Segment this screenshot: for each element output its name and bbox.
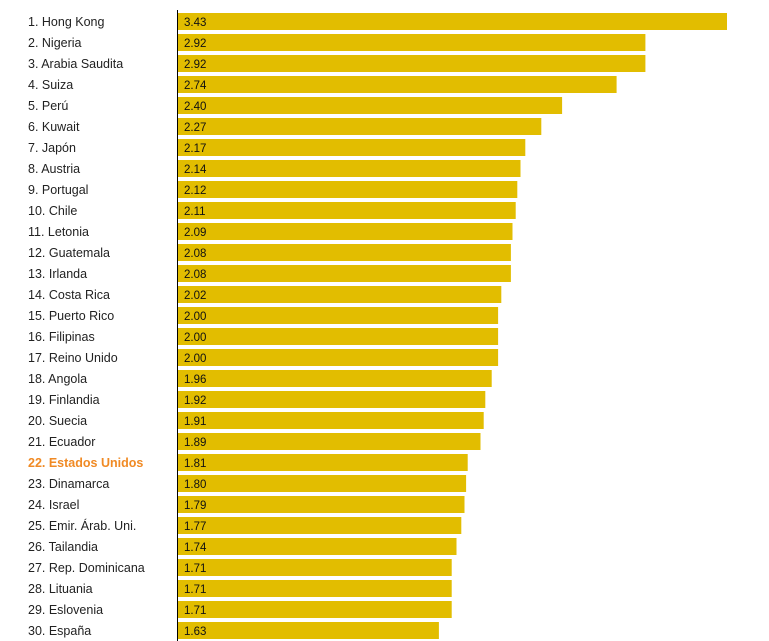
category-label-28: 28. Lituania [28, 582, 93, 596]
value-label-6: 2.27 [184, 122, 206, 134]
value-label-8: 2.14 [184, 164, 207, 176]
value-label-24: 1.79 [184, 500, 206, 512]
category-label-29: 29. Eslovenia [28, 603, 103, 617]
value-label-30: 1.63 [184, 626, 206, 638]
category-label-8: 8. Austria [28, 162, 80, 176]
bar-24 [178, 496, 465, 513]
value-label-15: 2.00 [184, 311, 206, 323]
category-label-14: 14. Costa Rica [28, 288, 110, 302]
value-label-27: 1.71 [184, 563, 206, 575]
bar-15 [178, 307, 499, 324]
value-label-18: 1.96 [184, 374, 206, 386]
value-label-10: 2.11 [184, 206, 206, 218]
bar-26 [178, 538, 457, 555]
value-label-9: 2.12 [184, 185, 206, 197]
category-label-12: 12. Guatemala [28, 246, 110, 260]
category-label-17: 17. Reino Unido [28, 351, 118, 365]
category-label-6: 6. Kuwait [28, 120, 80, 134]
category-label-11: 11. Letonia [28, 225, 89, 239]
bar-7 [178, 139, 526, 156]
bar-21 [178, 433, 481, 450]
value-label-19: 1.92 [184, 395, 206, 407]
value-label-28: 1.71 [184, 584, 206, 596]
value-label-3: 2.92 [184, 59, 206, 71]
bar-11 [178, 223, 513, 240]
category-label-22: 22. Estados Unidos [28, 456, 143, 470]
value-label-29: 1.71 [184, 605, 206, 617]
bar-14 [178, 286, 502, 303]
value-label-17: 2.00 [184, 353, 206, 365]
value-label-22: 1.81 [184, 458, 206, 470]
category-label-27: 27. Rep. Dominicana [28, 561, 145, 575]
category-label-15: 15. Puerto Rico [28, 309, 114, 323]
bar-30 [178, 622, 439, 639]
bar-1 [178, 13, 727, 30]
bar-4 [178, 76, 617, 93]
value-label-12: 2.08 [184, 248, 206, 260]
bar-29 [178, 601, 452, 618]
bar-10 [178, 202, 516, 219]
value-label-1: 3.43 [184, 17, 206, 29]
bar-23 [178, 475, 467, 492]
bar-28 [178, 580, 452, 597]
bar-19 [178, 391, 486, 408]
bar-20 [178, 412, 484, 429]
category-label-1: 1. Hong Kong [28, 15, 104, 29]
bar-12 [178, 244, 511, 261]
bar-2 [178, 34, 646, 51]
value-label-23: 1.80 [184, 479, 206, 491]
bars-group [178, 13, 727, 639]
category-label-13: 13. Irlanda [28, 267, 87, 281]
value-label-25: 1.77 [184, 521, 206, 533]
category-label-25: 25. Emir. Árab. Uni. [28, 518, 136, 533]
category-label-9: 9. Portugal [28, 183, 88, 197]
value-label-7: 2.17 [184, 143, 206, 155]
category-label-30: 30. España [28, 624, 91, 638]
category-labels-group: 1. Hong Kong 2. Nigeria 3. Arabia Saudita 4… [28, 15, 145, 638]
value-label-5: 2.40 [184, 101, 206, 113]
category-label-19: 19. Finlandia [28, 393, 100, 407]
category-label-24: 24. Israel [28, 498, 79, 512]
value-labels-group: 3.43 2.92 2.92 2.74 2.40 2.27 2.17 2.14 2.12 2.11… [184, 17, 207, 638]
category-label-3: 3. Arabia Saudita [28, 57, 123, 71]
bar-3 [178, 55, 646, 72]
value-label-11: 2.09 [184, 227, 206, 239]
category-label-2: 2. Nigeria [28, 36, 82, 50]
value-label-2: 2.92 [184, 38, 206, 50]
bar-6 [178, 118, 542, 135]
value-label-13: 2.08 [184, 269, 206, 281]
bar-25 [178, 517, 462, 534]
bar-5 [178, 97, 563, 114]
category-label-18: 18. Angola [28, 372, 87, 386]
category-label-10: 10. Chile [28, 204, 77, 218]
value-label-21: 1.89 [184, 437, 206, 449]
category-label-7: 7. Japón [28, 141, 76, 155]
category-label-16: 16. Filipinas [28, 330, 95, 344]
bar-17 [178, 349, 499, 366]
category-label-4: 4. Suiza [28, 78, 73, 92]
bar-8 [178, 160, 521, 177]
category-label-23: 23. Dinamarca [28, 477, 109, 491]
category-label-5: 5. Perú [28, 99, 68, 113]
value-label-26: 1.74 [184, 542, 207, 554]
bar-16 [178, 328, 499, 345]
category-label-26: 26. Tailandia [28, 540, 98, 554]
bar-18 [178, 370, 492, 387]
value-label-20: 1.91 [184, 416, 206, 428]
value-label-4: 2.74 [184, 80, 207, 92]
value-label-16: 2.00 [184, 332, 206, 344]
bar-13 [178, 265, 511, 282]
value-label-14: 2.02 [184, 290, 206, 302]
bar-9 [178, 181, 518, 198]
category-label-21: 21. Ecuador [28, 435, 95, 449]
bar-22 [178, 454, 468, 471]
category-label-20: 20. Suecia [28, 414, 87, 428]
bar-27 [178, 559, 452, 576]
